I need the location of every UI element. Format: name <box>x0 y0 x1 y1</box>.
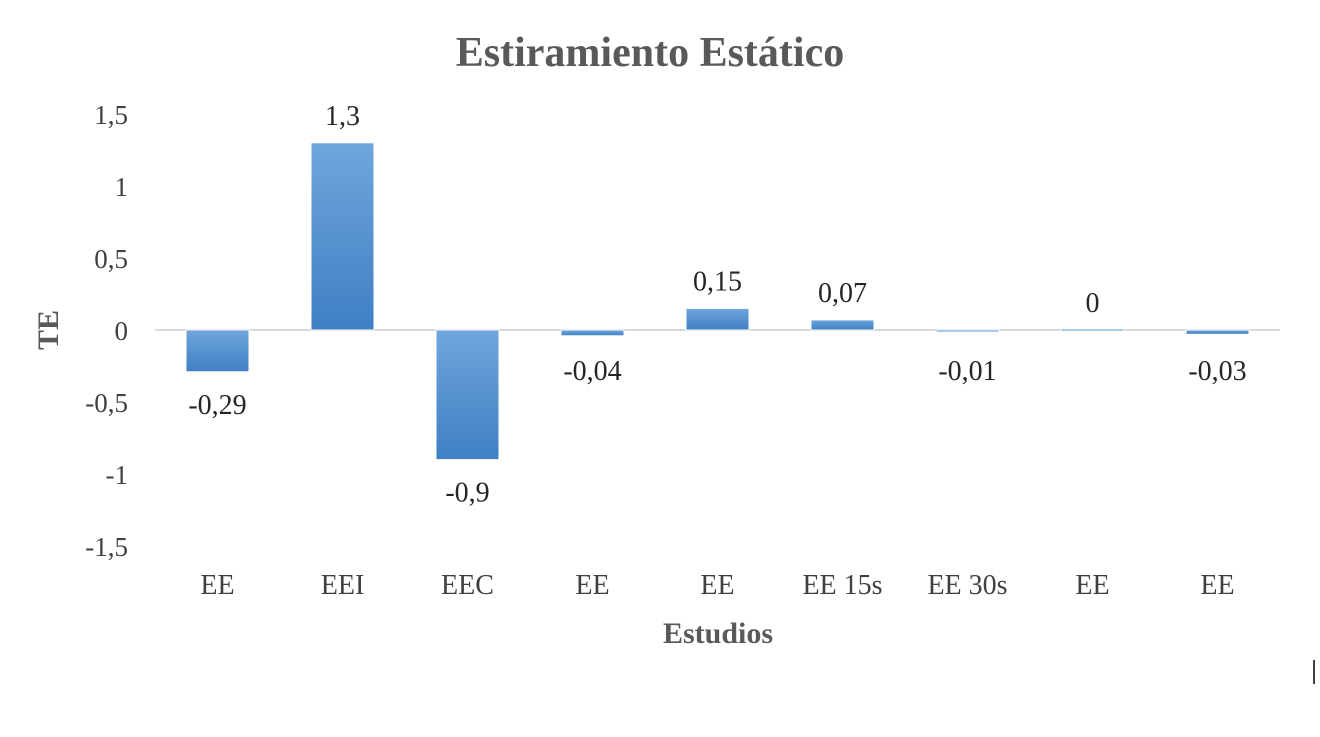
x-category-label: EE <box>200 570 234 601</box>
x-category-label: EEC <box>441 570 494 601</box>
x-category-label: EE <box>1200 570 1234 601</box>
x-category-label: EE <box>700 570 734 601</box>
bar <box>1185 329 1250 335</box>
bar <box>435 329 500 461</box>
x-category-label: EEI <box>321 570 365 601</box>
y-tick-label: -0,5 <box>85 388 128 418</box>
data-label: 0,07 <box>818 278 867 309</box>
bar <box>685 307 750 331</box>
data-label: 1,3 <box>325 101 360 132</box>
x-category-label: EE <box>1075 570 1109 601</box>
data-label: -0,04 <box>563 356 621 387</box>
data-label: -0,9 <box>445 478 489 509</box>
data-label: 0 <box>1086 288 1100 319</box>
data-label: -0,03 <box>1188 356 1246 387</box>
bar <box>185 329 250 373</box>
y-tick-label: -1 <box>106 460 129 490</box>
y-tick-label: 1 <box>115 172 129 202</box>
data-label: 0,15 <box>693 266 742 297</box>
y-tick-label: -1,5 <box>85 532 128 562</box>
y-tick-label: 0,5 <box>94 244 128 274</box>
bar <box>310 142 375 331</box>
x-category-label: EE 15s <box>802 570 882 601</box>
y-axis-title: TE <box>32 310 65 350</box>
bar <box>935 329 1000 333</box>
bar <box>560 329 625 337</box>
bar <box>1060 328 1125 332</box>
x-category-label: EE 30s <box>927 570 1007 601</box>
y-tick-label: 1,5 <box>94 100 128 130</box>
data-label: -0,01 <box>938 356 996 387</box>
y-tick-label: 0 <box>115 316 129 346</box>
data-label: -0,29 <box>188 390 246 421</box>
bar <box>810 319 875 331</box>
x-category-label: EE <box>575 570 609 601</box>
x-axis-title: Estudios <box>663 617 773 650</box>
chart-title: Estiramiento Estático <box>456 30 844 76</box>
